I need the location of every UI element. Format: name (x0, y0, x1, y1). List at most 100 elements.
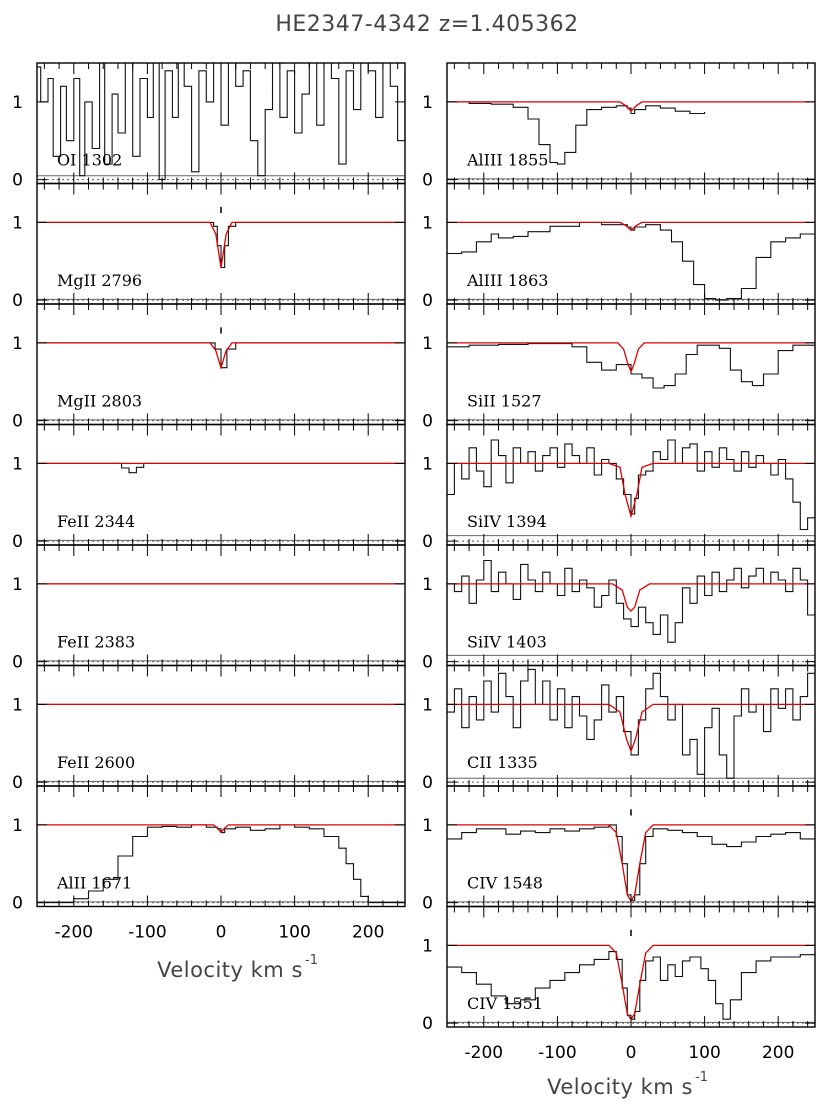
ion-label: SiII 1527 (467, 392, 542, 411)
ion-label: CIV 1548 (467, 874, 543, 893)
y-tick-label: 0 (12, 532, 23, 552)
x-axis-label-text: Velocity km s (547, 1075, 693, 1099)
y-tick-label: 0 (12, 653, 23, 673)
spectrum-panel: 0 1 AlII 1671 -200 -100 0 100 200 (12, 785, 406, 943)
x-tick-label: 0 (216, 923, 227, 943)
flux-spectrum (37, 824, 405, 904)
spectrum-panel: 0 1 CII 1335 (422, 664, 816, 793)
flux-spectrum (447, 343, 815, 389)
ion-label: MgII 2803 (57, 392, 142, 411)
x-tick-label: 100 (688, 1043, 720, 1063)
x-tick-label: -200 (465, 1043, 504, 1063)
y-tick-label: 0 (422, 291, 433, 311)
y-tick-label: 1 (422, 695, 433, 715)
spectrum-panel: 0 1 MgII 2796 (12, 182, 406, 311)
ion-label: CII 1335 (467, 753, 538, 772)
x-tick-label: 200 (762, 1043, 794, 1063)
ion-label: SiIV 1394 (467, 512, 547, 531)
spectrum-panel: 0 1 CIV 1548 (422, 785, 816, 914)
spectrum-panel: 0 1 SiIV 1403 (422, 544, 816, 673)
flux-spectrum (447, 439, 815, 531)
ion-label: AlIII 1855 (466, 151, 548, 170)
spectrum-panel: 0 1 FeII 2344 (12, 423, 406, 552)
spectrum-panel: 0 1 SiIV 1394 (422, 423, 816, 552)
x-axis-label-superscript: -1 (305, 953, 318, 968)
model-fit (37, 221, 405, 268)
plot-layer: 0 1 OI 1302 0 1 MgII 2796 0 1 MgII 2803 0 1 FeII 23… (12, 62, 816, 1063)
spectrum-panel: 0 1 AlIII 1855 (422, 62, 816, 191)
ion-label: OI 1302 (57, 151, 122, 170)
flux-spectrum (447, 668, 815, 779)
y-tick-label: 1 (12, 213, 23, 233)
flux-spectrum (37, 221, 405, 269)
y-tick-label: 1 (422, 93, 433, 113)
y-tick-label: 0 (422, 412, 433, 432)
y-tick-label: 0 (422, 171, 433, 191)
spectrum-panel: 0 1 SiII 1527 (422, 303, 816, 432)
y-tick-label: 1 (12, 454, 23, 474)
y-tick-label: 1 (12, 575, 23, 595)
y-tick-label: 1 (12, 816, 23, 836)
y-tick-label: 1 (422, 575, 433, 595)
y-tick-label: 0 (422, 653, 433, 673)
x-tick-label: 0 (626, 1043, 637, 1063)
model-fit (447, 101, 815, 113)
model-fit (447, 583, 815, 613)
y-tick-label: 1 (12, 93, 23, 113)
ion-label: FeII 2383 (57, 633, 135, 652)
model-fit (447, 342, 815, 374)
spectrum-panel: 0 1 MgII 2803 (12, 303, 406, 432)
ion-label: FeII 2344 (57, 512, 135, 531)
x-axis-label-left: Velocity km s -1 (157, 953, 318, 982)
chart-title: HE2347-4342 z=1.405362 (275, 12, 578, 37)
y-tick-label: 1 (422, 936, 433, 956)
y-tick-label: 1 (422, 213, 433, 233)
x-tick-label: -100 (538, 1043, 577, 1063)
flux-spectrum (447, 559, 815, 643)
y-tick-label: 0 (12, 171, 23, 191)
y-tick-label: 0 (422, 532, 433, 552)
y-tick-label: 0 (422, 894, 433, 914)
y-tick-label: 1 (422, 334, 433, 354)
ion-label: SiIV 1403 (467, 633, 547, 652)
spectrum-panel: 0 1 FeII 2383 (12, 544, 406, 673)
x-axis-label-right: Velocity km s -1 (547, 1070, 708, 1099)
y-tick-label: 0 (12, 773, 23, 793)
flux-spectrum (37, 342, 405, 369)
y-tick-label: 0 (422, 773, 433, 793)
spectrum-panel: 0 1 AlIII 1863 (422, 182, 816, 311)
flux-spectrum (447, 101, 706, 165)
x-tick-label: 100 (278, 923, 310, 943)
y-tick-label: 1 (422, 816, 433, 836)
ion-label: AlII 1671 (56, 874, 132, 893)
y-tick-label: 0 (422, 1014, 433, 1034)
spectrum-panel: 0 1 CIV 1551 -200 -100 0 100 200 (422, 905, 816, 1063)
y-tick-label: 1 (12, 334, 23, 354)
model-fit (447, 462, 815, 519)
model-fit (37, 824, 405, 834)
model-fit (37, 342, 405, 370)
x-axis-label-superscript: -1 (695, 1070, 708, 1085)
flux-spectrum (447, 951, 815, 1020)
y-tick-label: 0 (12, 412, 23, 432)
spectrum-panel: 0 1 FeII 2600 (12, 664, 406, 793)
model-fit (447, 221, 815, 231)
model-fit (447, 703, 815, 753)
x-tick-label: -100 (128, 923, 167, 943)
ion-label: AlIII 1863 (466, 271, 548, 290)
x-tick-label: -200 (55, 923, 94, 943)
spectrum-panel: 0 1 OI 1302 (12, 62, 406, 191)
y-tick-label: 1 (422, 454, 433, 474)
flux-spectrum (447, 824, 815, 901)
flux-spectrum (37, 462, 405, 474)
y-tick-label: 0 (12, 291, 23, 311)
flux-spectrum (37, 63, 405, 181)
x-tick-label: 200 (352, 923, 384, 943)
y-tick-label: 1 (12, 695, 23, 715)
ion-label: CIV 1551 (467, 994, 543, 1013)
ion-label: FeII 2600 (57, 753, 135, 772)
flux-spectrum (447, 221, 815, 301)
ion-label: MgII 2796 (57, 271, 142, 290)
x-axis-label-text: Velocity km s (157, 958, 303, 982)
